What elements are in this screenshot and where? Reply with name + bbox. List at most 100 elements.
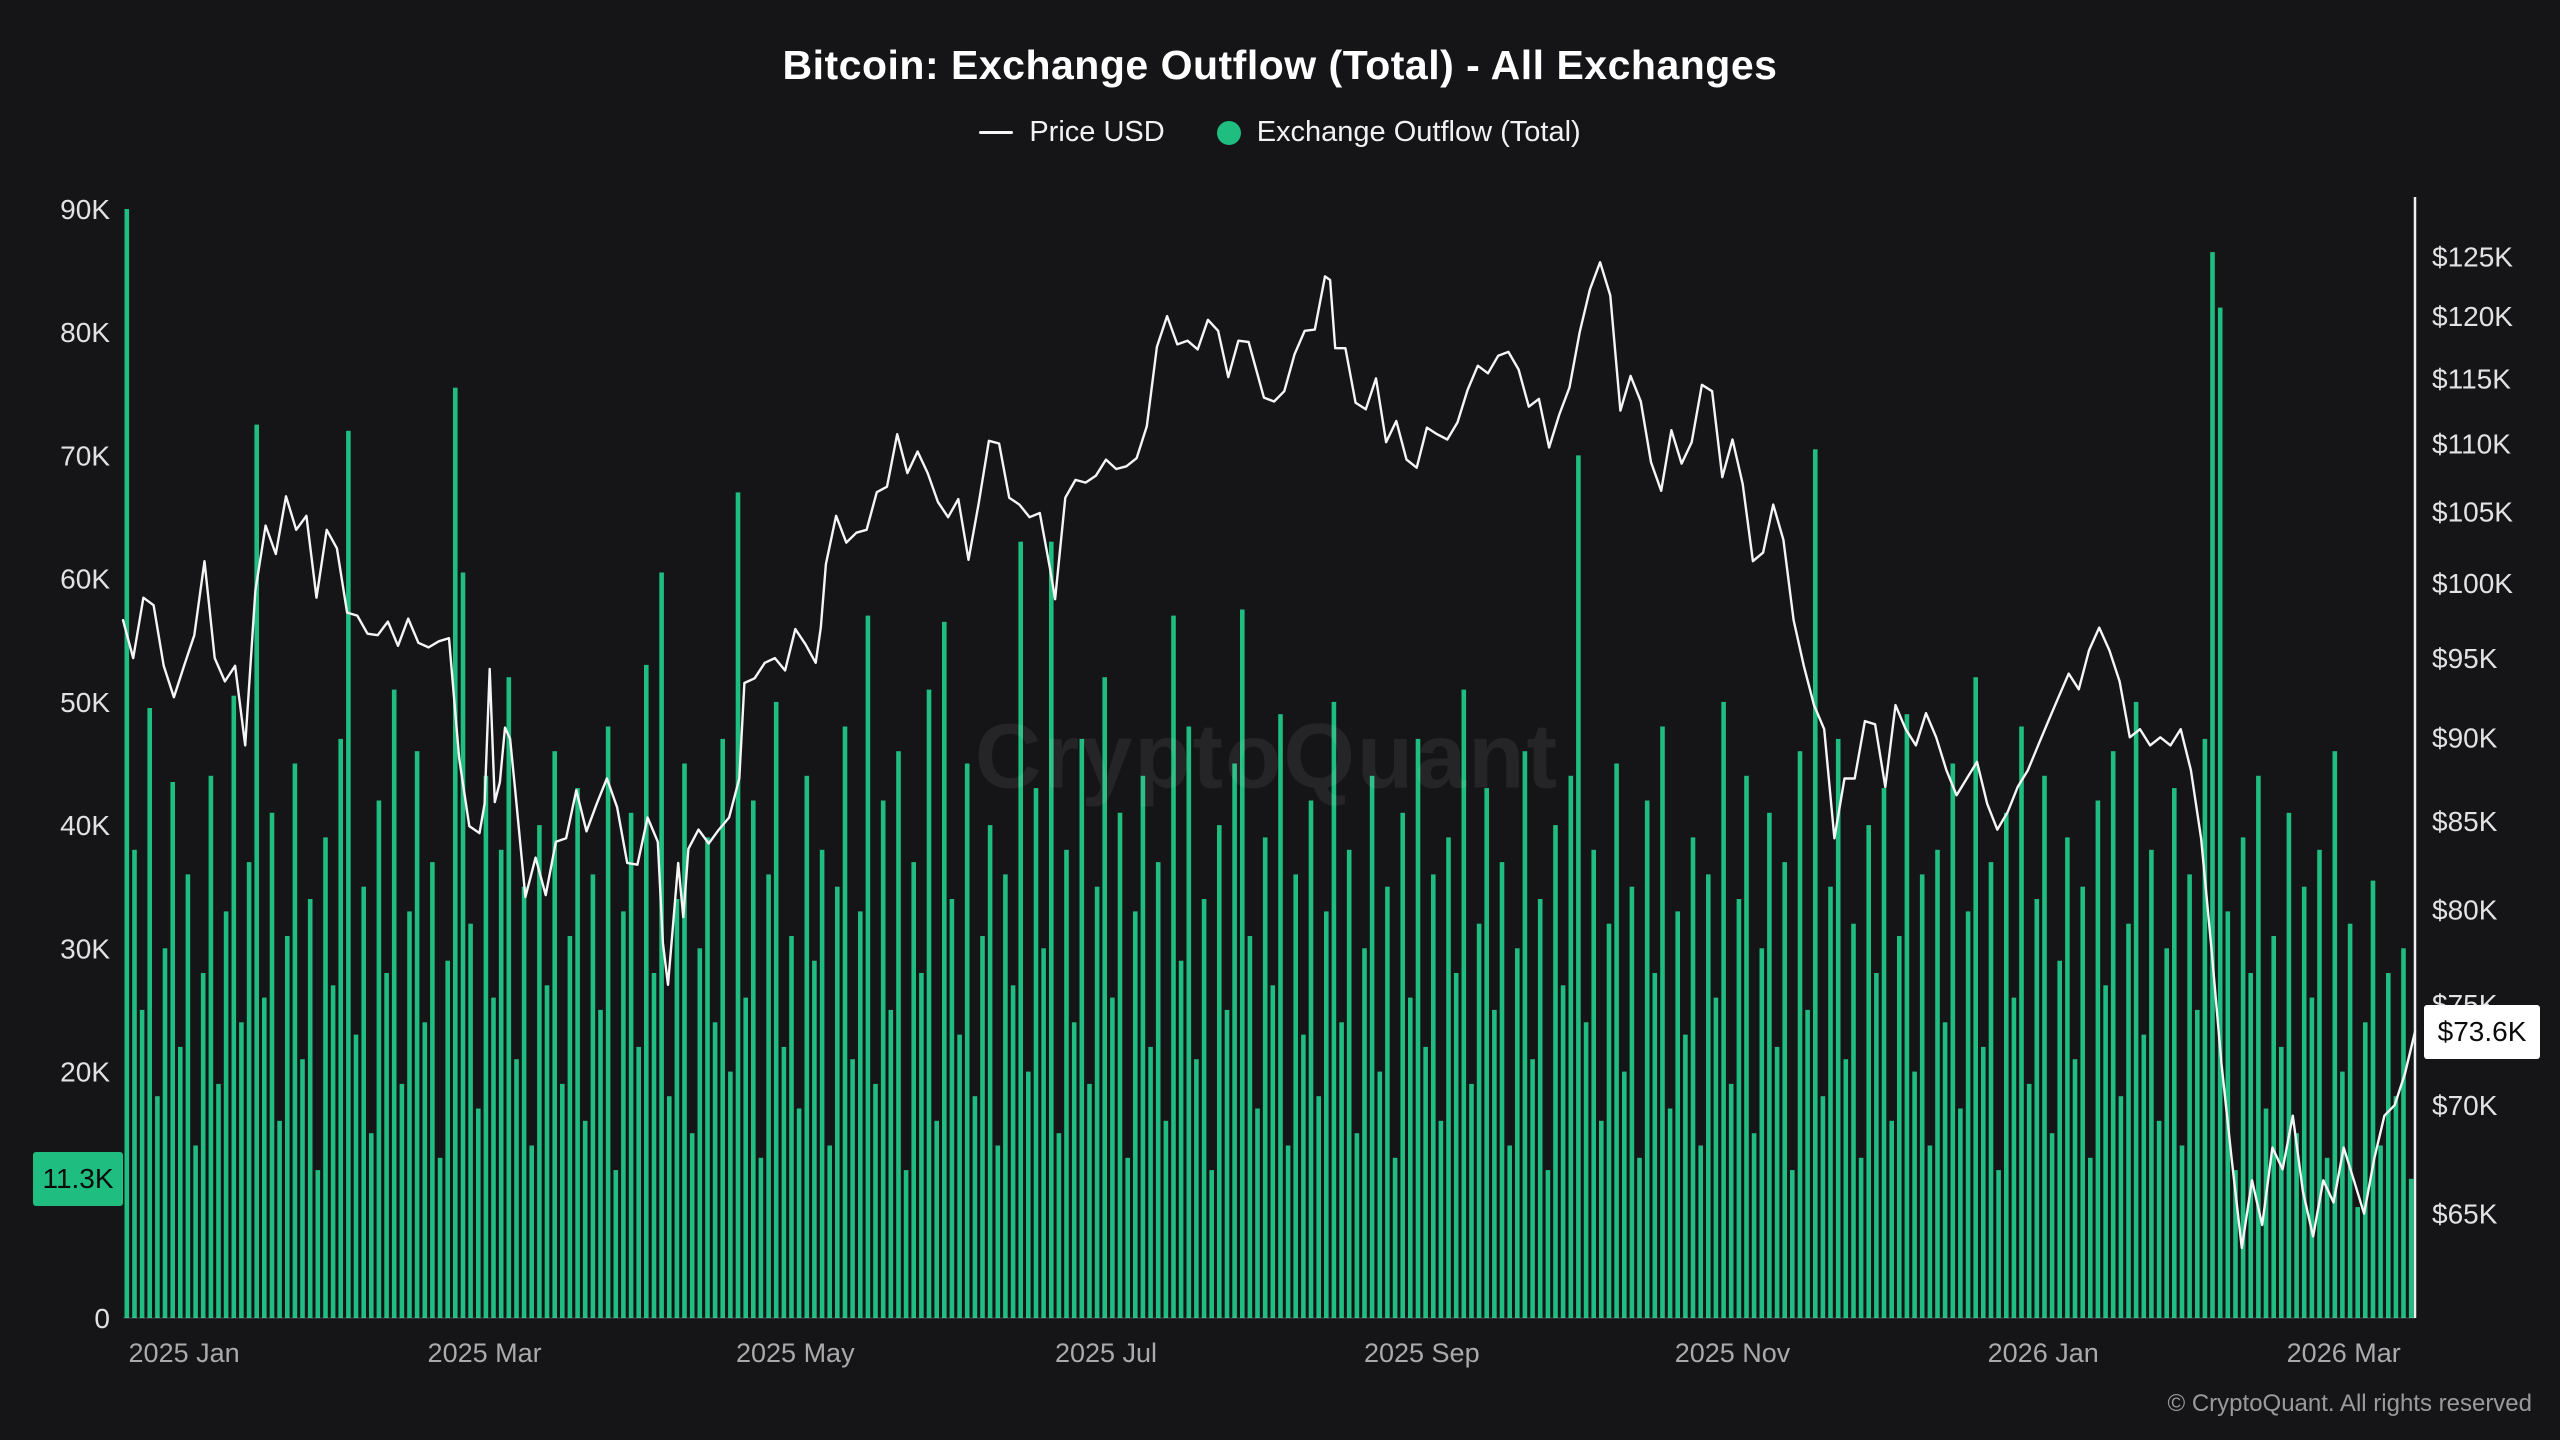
outflow-bar: [1484, 788, 1489, 1318]
outflow-bar: [1262, 837, 1268, 1318]
outflow-bar: [987, 825, 993, 1318]
left-axis-tick: 70K: [60, 440, 110, 471]
outflow-bar: [628, 812, 634, 1318]
x-axis-tick: 2025 May: [736, 1338, 855, 1368]
outflow-bar: [1155, 862, 1161, 1318]
outflow-bar: [1942, 1022, 1948, 1318]
price-line: [121, 261, 2417, 1250]
outflow-bar: [964, 763, 970, 1318]
outflow-bar: [2324, 1157, 2330, 1318]
outflow-bar: [514, 1059, 519, 1318]
outflow-bar: [1881, 788, 1887, 1318]
outflow-bar: [1308, 800, 1314, 1318]
outflow-bar: [369, 1133, 374, 1318]
x-axis-tick: 2026 Jan: [1988, 1338, 2099, 1368]
right-axis-tick: $125K: [2432, 241, 2513, 272]
outflow-bar: [2256, 775, 2261, 1318]
outflow-bar: [919, 973, 924, 1318]
outflow-bar: [758, 1157, 764, 1318]
outflow-bar: [2378, 1145, 2383, 1318]
outflow-bar: [949, 899, 955, 1318]
outflow-bar: [621, 911, 626, 1318]
legend-item-outflow[interactable]: Exchange Outflow (Total): [1216, 116, 1581, 149]
outflow-bar: [2057, 960, 2062, 1318]
outflow-bar: [2202, 738, 2208, 1318]
outflow-bar: [1912, 1071, 1917, 1318]
outflow-bar: [1515, 948, 1520, 1318]
outflow-bar: [1889, 1120, 1894, 1318]
outflow-bar: [1706, 874, 1711, 1318]
outflow-bar: [2004, 812, 2009, 1318]
outflow-bar: [2332, 751, 2338, 1318]
outflow-bar: [651, 973, 657, 1318]
outflow-bar: [1385, 886, 1390, 1318]
outflow-bar: [1003, 874, 1008, 1318]
outflow-bar: [2195, 1009, 2200, 1318]
outflow-bar: [1392, 1157, 1398, 1318]
outflow-bar: [858, 911, 863, 1318]
outflow-bar: [1476, 923, 1482, 1318]
outflow-bar: [1950, 763, 1956, 1318]
outflow-bar: [2408, 1178, 2414, 1318]
outflow-bar: [1247, 936, 1253, 1318]
outflow-bar: [1683, 1034, 1688, 1318]
outflow-bar: [162, 948, 168, 1318]
outflow-bar: [1186, 726, 1192, 1318]
outflow-bar: [468, 923, 473, 1318]
outflow-bar: [2141, 1034, 2147, 1318]
outflow-bar: [323, 837, 328, 1318]
outflow-bar: [1759, 948, 1765, 1318]
outflow-bar: [1324, 911, 1329, 1318]
outflow-bar: [942, 621, 947, 1318]
outflow-bar: [1041, 948, 1046, 1318]
outflow-bar: [1102, 677, 1107, 1318]
outflow-bar: [285, 936, 290, 1318]
outflow-bar: [560, 1083, 565, 1318]
outflow-bar: [842, 726, 848, 1318]
outflow-bar: [338, 738, 343, 1318]
outflow-bar: [972, 1096, 978, 1318]
outflow-bar: [1125, 1157, 1130, 1318]
outflow-bar: [598, 1009, 603, 1318]
outflow-bar: [1774, 1046, 1780, 1318]
outflow-bar: [865, 615, 871, 1318]
outflow-bar: [361, 886, 366, 1318]
outflow-bar: [766, 874, 771, 1318]
outflow-bar: [2072, 1059, 2078, 1318]
outflow-bar: [934, 1120, 939, 1318]
outflow-bar: [804, 775, 810, 1318]
outflow-bar: [208, 775, 214, 1318]
legend-item-price[interactable]: Price USD: [979, 116, 1165, 149]
outflow-bar: [1018, 541, 1023, 1318]
outflow-bar: [911, 862, 916, 1318]
right-axis-tick: $100K: [2432, 568, 2513, 599]
outflow-bar: [1736, 899, 1742, 1318]
outflow-bar: [1461, 689, 1467, 1318]
outflow-bar: [835, 886, 840, 1318]
outflow-bar: [1874, 973, 1879, 1318]
outflow-bar: [460, 572, 466, 1318]
outflow-bar: [453, 387, 458, 1318]
outflow-bar: [1927, 1145, 1933, 1318]
outflow-bar: [995, 1145, 1001, 1318]
outflow-bar: [1721, 701, 1726, 1318]
left-axis-tick: 90K: [60, 194, 110, 225]
outflow-bar: [697, 948, 703, 1318]
outflow-bar: [1622, 1071, 1627, 1318]
outflow-bar: [1278, 714, 1283, 1318]
outflow-bar: [292, 763, 298, 1318]
outflow-bar: [1255, 1108, 1260, 1318]
outflow-bar: [521, 886, 527, 1318]
outflow-bar: [689, 1133, 695, 1318]
outflow-bar: [2172, 788, 2177, 1318]
outflow-bar: [246, 862, 252, 1318]
outflow-bar: [1713, 997, 1719, 1318]
outflow-bar: [2088, 1157, 2093, 1318]
outflow-bar: [2294, 1133, 2299, 1318]
outflow-bar: [2210, 252, 2215, 1319]
outflow-bar: [1301, 1034, 1306, 1318]
outflow-bar: [1629, 886, 1635, 1318]
outflow-bar: [346, 430, 351, 1318]
outflow-bar: [1897, 936, 1902, 1318]
